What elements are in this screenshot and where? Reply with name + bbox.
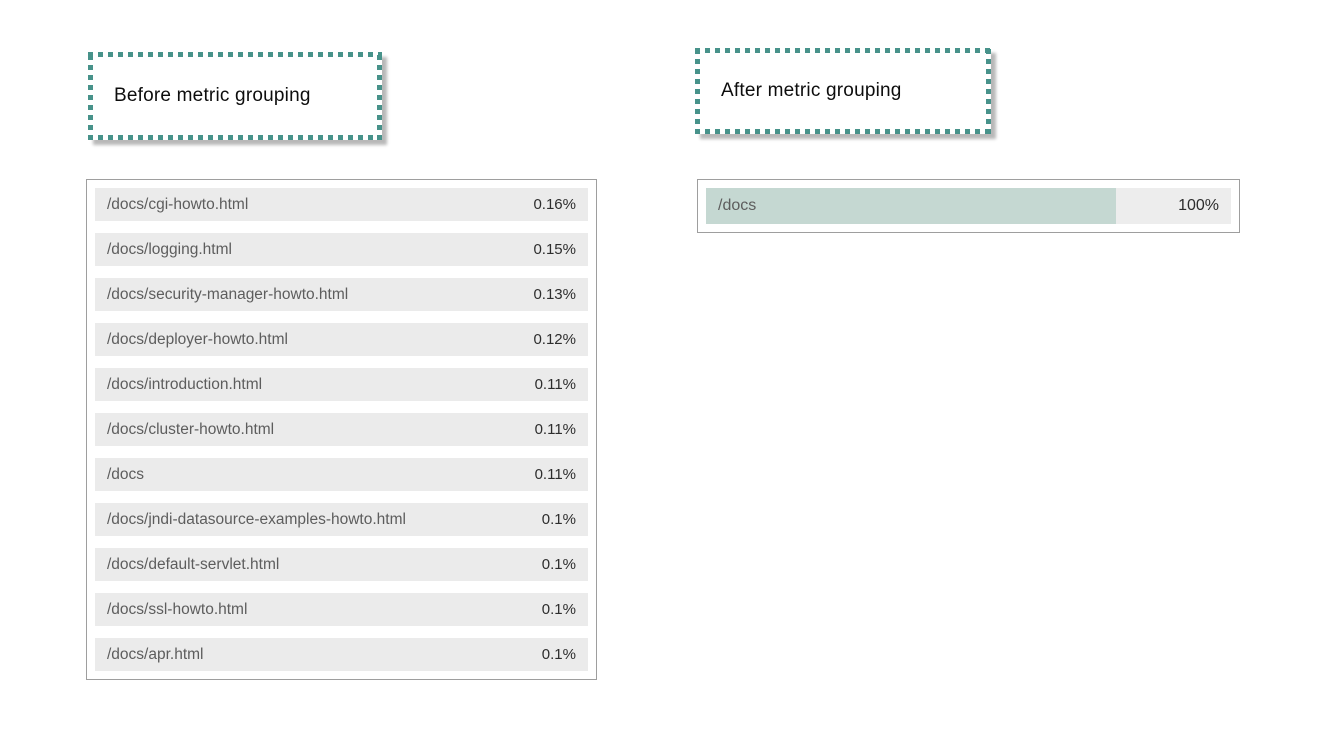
metric-path: /docs/ssl-howto.html xyxy=(107,600,248,618)
metric-path: /docs/default-servlet.html xyxy=(107,555,280,573)
toplist-row[interactable]: /docs/ssl-howto.html 0.1% xyxy=(95,593,588,626)
metric-value: 0.1% xyxy=(541,601,576,618)
toplist-row[interactable]: /docs/apr.html 0.1% xyxy=(95,638,588,671)
after-annotation-label: After metric grouping xyxy=(721,80,902,101)
metric-path: /docs/deployer-howto.html xyxy=(107,330,288,348)
after-annotation-box: After metric grouping xyxy=(695,48,991,134)
toplist-row[interactable]: /docs/default-servlet.html 0.1% xyxy=(95,548,588,581)
metric-value: 0.1% xyxy=(541,511,576,528)
before-toplist-panel: /docs/cgi-howto.html 0.16% /docs/logging… xyxy=(86,179,597,680)
metric-path: /docs/security-manager-howto.html xyxy=(107,285,349,303)
metric-value: 0.15% xyxy=(533,241,576,258)
metric-path: /docs/jndi-datasource-examples-howto.htm… xyxy=(107,510,406,528)
metric-path: /docs xyxy=(107,465,145,483)
toplist-row[interactable]: /docs 0.11% xyxy=(95,458,588,491)
toplist-row[interactable]: /docs/jndi-datasource-examples-howto.htm… xyxy=(95,503,588,536)
before-annotation-box: Before metric grouping xyxy=(88,52,382,140)
toplist-row[interactable]: /docs/logging.html 0.15% xyxy=(95,233,588,266)
metric-value: 0.16% xyxy=(533,196,576,213)
metric-value: 0.11% xyxy=(534,466,576,483)
toplist-row[interactable]: /docs/introduction.html 0.11% xyxy=(95,368,588,401)
metric-path: /docs/cgi-howto.html xyxy=(107,195,249,213)
metric-path: /docs/logging.html xyxy=(107,240,232,258)
bar-fill xyxy=(706,188,1116,224)
toplist-row[interactable]: /docs/cgi-howto.html 0.16% xyxy=(95,188,588,221)
toplist-row[interactable]: /docs/deployer-howto.html 0.12% xyxy=(95,323,588,356)
metric-path: /docs/cluster-howto.html xyxy=(107,420,275,438)
metric-value: 0.11% xyxy=(534,376,576,393)
toplist-row[interactable]: /docs/security-manager-howto.html 0.13% xyxy=(95,278,588,311)
metric-value: 0.13% xyxy=(533,286,576,303)
before-annotation-label: Before metric grouping xyxy=(114,85,311,106)
toplist-row[interactable]: /docs 100% xyxy=(706,188,1231,224)
metric-value: 0.1% xyxy=(541,646,576,663)
after-toplist-panel: /docs 100% xyxy=(697,179,1240,233)
metric-value: 0.12% xyxy=(533,331,576,348)
metric-path: /docs xyxy=(718,197,757,214)
metric-path: /docs/apr.html xyxy=(107,645,204,663)
metric-value: 0.1% xyxy=(541,556,576,573)
metric-value: 0.11% xyxy=(534,421,576,438)
toplist-row[interactable]: /docs/cluster-howto.html 0.11% xyxy=(95,413,588,446)
metric-value: 100% xyxy=(1178,197,1219,214)
metric-path: /docs/introduction.html xyxy=(107,375,263,393)
